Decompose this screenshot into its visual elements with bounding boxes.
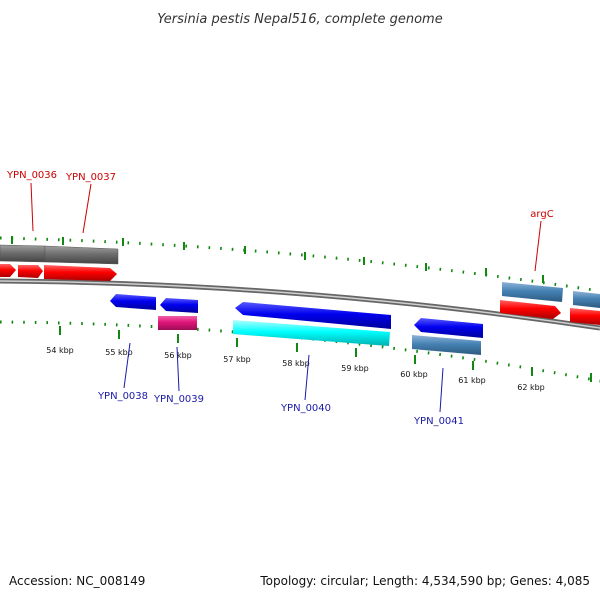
gene-label-argc[interactable]: argC (530, 209, 553, 220)
gene-label-ypn-0041[interactable]: YPN_0041 (413, 416, 464, 427)
leader-lines-top (30, 182, 542, 272)
gene-label-ypn-0036[interactable]: YPN_0036 (6, 170, 57, 181)
gene-label-ypn-0037[interactable]: YPN_0037 (65, 172, 116, 183)
scale-label: 56 kbp (164, 351, 192, 360)
gene-ypn-0035-red[interactable] (0, 264, 16, 277)
scale-label: 57 kbp (223, 355, 251, 364)
gene-ypn-0039-rna[interactable] (158, 316, 197, 330)
scale-label: 61 kbp (458, 376, 486, 385)
gene-ypn-0037-red[interactable] (44, 265, 117, 281)
scale-label: 60 kbp (400, 370, 428, 379)
gene-label-ypn-0039[interactable]: YPN_0039 (153, 394, 204, 405)
gene-ypn-0041-steel[interactable] (412, 335, 481, 355)
gene-ypn-0039[interactable] (160, 298, 198, 313)
gene-ypn-0037[interactable] (44, 245, 119, 265)
scale-label: 58 kbp (282, 359, 310, 368)
scale-labels: 54 kbp 55 kbp 56 kbp 57 kbp 58 kbp 59 kb… (46, 346, 545, 392)
forward-gene-track (0, 264, 600, 325)
backbone-highlight (0, 280, 600, 329)
gene-ypn-0040[interactable] (235, 302, 391, 329)
genome-summary-text: Topology: circular; Length: 4,534,590 bp… (260, 574, 590, 588)
scale-label: 54 kbp (46, 346, 74, 355)
gene-argc-steel[interactable] (502, 282, 563, 302)
scale-label: 55 kbp (105, 348, 133, 357)
gene-ypn-0036-red[interactable] (18, 265, 43, 278)
gene-ypn-0036[interactable] (0, 244, 46, 263)
gene-ypn-0040-cyan[interactable] (233, 320, 390, 346)
scale-label: 62 kbp (517, 383, 545, 392)
gene-next-steel[interactable] (573, 291, 600, 308)
scale-label: 59 kbp (341, 364, 369, 373)
leader-lines-bottom (123, 342, 444, 413)
gene-ypn-0038[interactable] (110, 294, 156, 310)
gene-next-red[interactable] (570, 308, 600, 325)
gene-label-ypn-0038[interactable]: YPN_0038 (97, 391, 148, 402)
accession-text: Accession: NC_008149 (9, 574, 146, 588)
gene-argc[interactable] (500, 300, 561, 319)
outer-gene-track (0, 244, 119, 265)
gene-ypn-0041[interactable] (414, 318, 483, 338)
reverse-gene-track (110, 294, 483, 355)
gene-label-ypn-0040[interactable]: YPN_0040 (280, 403, 331, 414)
genome-title: Yersinia pestis Nepal516, complete genom… (157, 12, 442, 27)
